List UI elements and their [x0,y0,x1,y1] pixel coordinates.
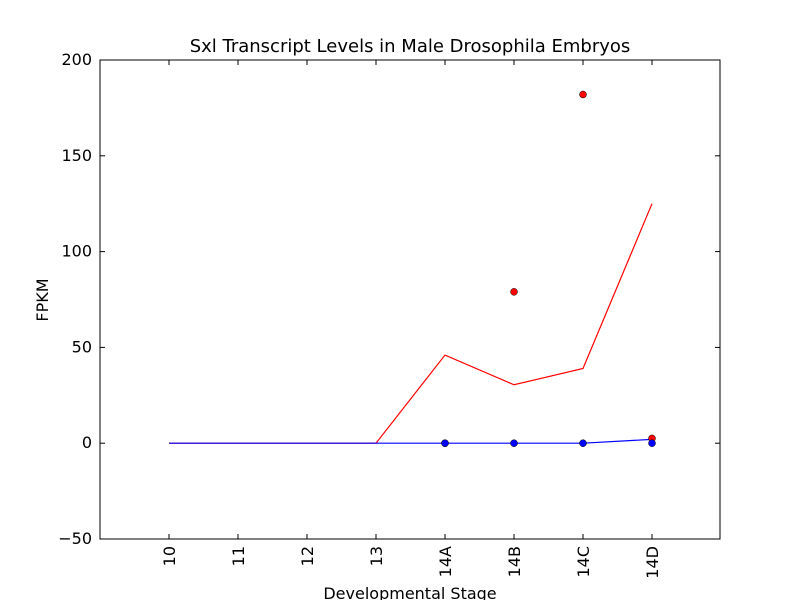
series-2-point [648,439,656,447]
y-tick-label: 200 [61,50,92,69]
plot-area [169,90,656,447]
y-axis-label: FPKM [33,278,52,321]
y-tick-label: 150 [61,146,92,165]
series-2-point [579,439,587,447]
x-tick-label: 14C [574,546,593,578]
y-tick-label: 100 [61,242,92,261]
chart-title: Sxl Transcript Levels in Male Drosophila… [190,36,631,57]
x-tick-label: 11 [229,546,248,566]
series-line-2 [169,438,653,444]
x-tick-label: 12 [298,546,317,566]
x-tick-label: 14A [436,546,455,577]
series-2-point [441,439,449,447]
x-tick-label: 13 [367,546,386,566]
series-1-point [510,288,518,296]
y-tick-label: −50 [58,529,92,548]
x-tick-label: 14B [505,546,524,577]
y-tick-label: 0 [82,433,92,452]
x-tick-label: 10 [160,546,179,566]
x-axis-label: Developmental Stage [323,584,496,600]
y-tick-label: 50 [72,337,92,356]
series-2-point [510,439,518,447]
series-line-1 [169,203,653,444]
series-1-point [579,90,587,99]
x-tick-label: 14D [643,546,662,579]
axis-ticks: −50 0 50 100 150 200 10 11 12 13 14A 14B 14C 14D [58,50,720,579]
plot-frame [99,59,721,540]
